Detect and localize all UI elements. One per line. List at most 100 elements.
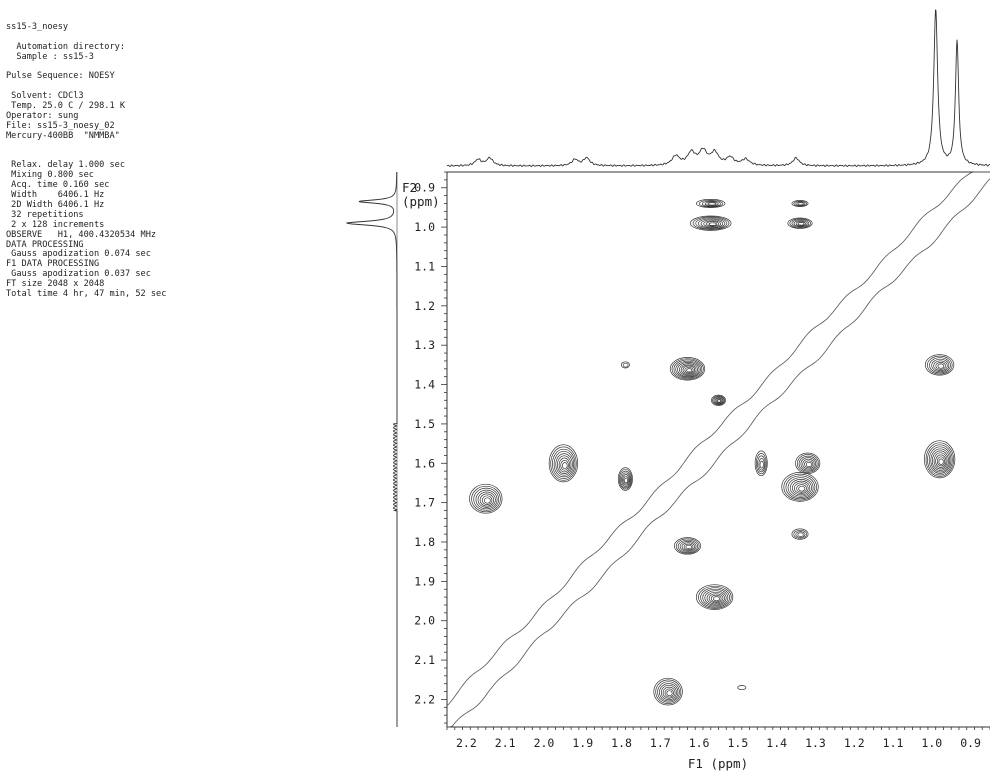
contour-level	[796, 454, 819, 473]
contour-level	[557, 455, 572, 474]
contour-level	[548, 444, 579, 483]
param-line: OBSERVE H1, 400.4320534 MHz	[6, 229, 157, 240]
contour-level	[797, 222, 805, 226]
cross-peak	[469, 483, 503, 514]
contour-level	[622, 474, 630, 486]
contour-level	[685, 544, 692, 549]
contour-level	[682, 365, 696, 375]
contour-level	[757, 455, 766, 473]
contour-level	[791, 200, 809, 207]
contour-level	[553, 450, 575, 478]
contour-level	[702, 588, 729, 607]
contour-level	[681, 542, 695, 551]
cross-peak	[737, 685, 747, 691]
contour-level	[552, 448, 576, 479]
contour-level	[624, 477, 628, 484]
contour-level	[754, 450, 768, 477]
f2-projection-trace	[345, 172, 398, 727]
contour-level	[617, 467, 633, 491]
contour-level	[700, 587, 730, 608]
contour-level	[660, 684, 677, 701]
contour-level	[793, 529, 807, 539]
cross-peak	[696, 199, 726, 208]
y-tick-label: 1.7	[414, 496, 435, 510]
contour-level	[673, 359, 703, 379]
param-line: FT size 2048 x 2048	[6, 279, 105, 290]
contour-level	[787, 217, 813, 229]
contour-level	[653, 677, 683, 706]
contour-level	[669, 357, 706, 381]
contour-level	[477, 491, 496, 508]
x-tick-label: 1.7	[650, 736, 671, 750]
y-tick-label: 1.1	[414, 259, 435, 273]
cross-peak	[695, 584, 734, 610]
cross-peak	[689, 215, 732, 231]
y-tick-label: 1.8	[414, 535, 435, 549]
contour-level	[717, 399, 722, 403]
contour-level	[686, 368, 693, 373]
param-line: F1 DATA PROCESSING	[6, 259, 100, 270]
param-line: Width 6406.1 Hz	[6, 190, 105, 201]
contour-level	[550, 446, 577, 481]
x-tick-label: 1.6	[689, 736, 710, 750]
contour-level	[475, 489, 498, 510]
contour-level	[758, 458, 765, 471]
contour-level	[710, 594, 722, 603]
param-line: 32 repetitions	[6, 209, 84, 220]
contour-level	[755, 453, 767, 475]
param-line: ss15-3_noesy	[6, 22, 69, 32]
contour-level	[655, 679, 682, 705]
contour-level	[662, 686, 676, 699]
contour-level	[620, 361, 630, 369]
param-line: DATA PROCESSING	[6, 239, 84, 250]
cross-peak	[754, 450, 768, 477]
contour-level	[675, 360, 701, 378]
contour-level	[928, 446, 952, 474]
cross-peak	[791, 528, 809, 540]
x-axis-title: F1 (ppm)	[688, 756, 748, 771]
y-tick-label: 1.4	[414, 378, 435, 392]
x-tick-label: 1.4	[766, 736, 787, 750]
contour-level	[923, 440, 956, 479]
contour-level	[705, 221, 719, 227]
contour-level	[791, 528, 809, 540]
cross-peak	[620, 361, 630, 369]
contour-level	[929, 357, 951, 374]
y-axis: 0.9 1.0 1.1 1.2 1.3 1.4 1.5 1.6 1.7 1.8 1.9 2.0 2.1 2…	[414, 171, 447, 724]
x-tick-label: 1.9	[572, 736, 593, 750]
contour-level	[800, 457, 817, 471]
contour-level	[471, 485, 501, 513]
param-line: Pulse Sequence: NOESY	[6, 71, 115, 82]
contour-level	[484, 497, 491, 504]
diagonal-band	[446, 171, 990, 728]
y-tick-label: 1.5	[414, 417, 435, 431]
contour-level	[673, 537, 702, 555]
y-tick-label: 2.1	[414, 653, 435, 667]
f1-projection	[446, 9, 990, 168]
y-tick-label: 1.3	[414, 338, 435, 352]
contour-level	[708, 593, 724, 604]
contour-level	[798, 485, 806, 492]
contour-level	[795, 221, 806, 226]
contour-level	[931, 358, 950, 373]
contour-level	[479, 493, 495, 507]
contour-level	[560, 459, 569, 471]
contour-level	[781, 472, 819, 502]
cross-peak	[787, 217, 813, 229]
contour-level	[679, 541, 697, 552]
x-tick-label: 1.1	[883, 736, 904, 750]
contour-level	[789, 218, 811, 229]
contour-level	[935, 454, 947, 468]
acquisition-parameters: ss15-3_noesy Automation directory: Sampl…	[6, 22, 266, 300]
param-line: Gauss apodization 0.074 sec	[6, 249, 151, 260]
contour-level	[797, 202, 804, 206]
contour-level	[689, 215, 732, 231]
contour-level	[701, 200, 721, 207]
diagonal-line-lower	[447, 178, 990, 728]
x-tick-label: 1.3	[805, 736, 826, 750]
param-line: Total time 4 hr, 47 min, 52 sec	[6, 289, 167, 300]
contour-level	[795, 201, 806, 206]
contour-level	[791, 219, 810, 228]
contour-level	[622, 362, 629, 368]
contour-level	[713, 596, 720, 602]
